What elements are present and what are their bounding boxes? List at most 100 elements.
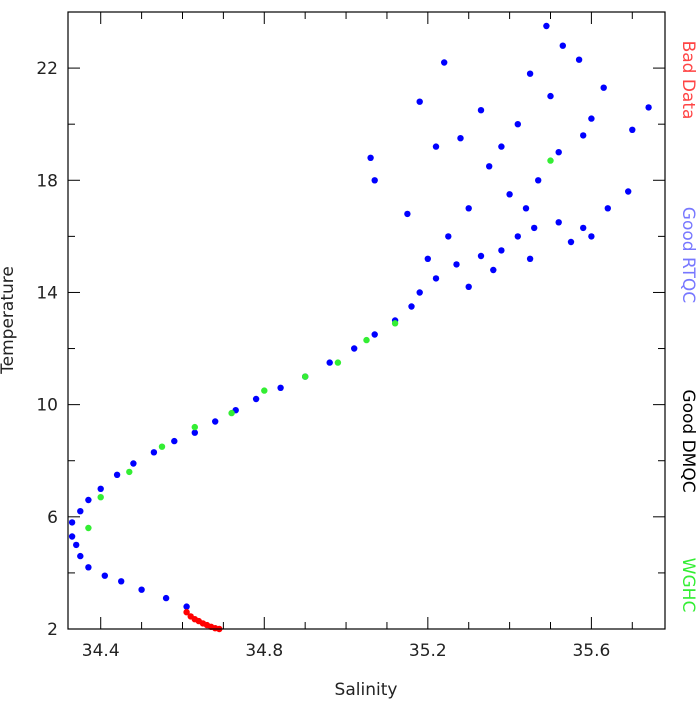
data-point-good-rtqc [588, 233, 595, 240]
data-points [68, 22, 652, 633]
plot-area [68, 12, 665, 629]
data-point-wghc [334, 359, 342, 366]
data-point-good-rtqc [367, 154, 374, 161]
data-point-good-rtqc [171, 437, 178, 445]
data-point-wghc [191, 423, 198, 431]
data-point-good-rtqc [555, 219, 562, 226]
data-point-wghc [302, 373, 309, 380]
data-point-good-rtqc [526, 255, 534, 262]
data-point-good-rtqc [441, 59, 448, 66]
y-tick-label: 22 [36, 59, 58, 79]
y-tick-label: 2 [47, 620, 58, 640]
data-point-good-rtqc [191, 429, 198, 436]
y-tick-label: 18 [36, 171, 58, 191]
data-point-good-rtqc [531, 224, 538, 232]
data-point-good-rtqc [506, 191, 513, 198]
y-tick-label: 14 [36, 283, 58, 303]
data-point-good-rtqc [465, 283, 472, 290]
data-point-good-rtqc [416, 289, 423, 296]
data-point-good-rtqc [101, 572, 109, 579]
data-point-good-rtqc [457, 135, 464, 142]
plot-frame [67, 11, 666, 630]
tick-labels: 34.4 34.8 35.2 35.6 2 6 10 14 18 22 [36, 59, 610, 661]
x-axis-label: Salinity [335, 680, 398, 700]
y-tick-label: 6 [47, 508, 58, 528]
data-point-good-rtqc [68, 519, 76, 526]
data-point-good-rtqc [277, 384, 284, 391]
data-point-good-rtqc [625, 188, 632, 195]
data-point-good-rtqc [85, 564, 92, 571]
x-tick-label: 35.6 [572, 641, 610, 661]
data-point-good-rtqc [498, 247, 505, 254]
data-point-good-rtqc [404, 210, 411, 218]
data-point-good-rtqc [486, 163, 493, 170]
y-tick-label: 10 [36, 396, 58, 416]
data-point-good-rtqc [567, 238, 575, 246]
data-point-good-rtqc [580, 132, 587, 139]
data-point-good-rtqc [408, 303, 415, 310]
data-point-good-rtqc [113, 471, 121, 478]
data-point-good-rtqc [547, 92, 554, 100]
data-point-good-rtqc [645, 104, 652, 111]
data-point-good-rtqc [588, 115, 595, 122]
legend-item: Bad Data [678, 41, 698, 120]
legend-item: Good DMQC [678, 389, 698, 492]
data-point-good-rtqc [575, 56, 583, 63]
data-point-good-rtqc [183, 603, 190, 610]
legend: Bad Data Good RTQC Good DMQC WGHC [678, 41, 698, 613]
data-point-good-rtqc [212, 418, 219, 425]
data-point-wghc [261, 387, 268, 394]
data-point-good-rtqc [371, 177, 378, 184]
data-point-good-rtqc [543, 22, 550, 30]
data-point-good-rtqc [629, 126, 636, 133]
data-point-good-rtqc [77, 508, 84, 515]
data-point-good-rtqc [514, 233, 521, 240]
data-point-good-rtqc [555, 149, 562, 156]
data-point-bad-data [183, 609, 190, 616]
data-point-good-rtqc [424, 255, 431, 262]
legend-item: WGHC [678, 558, 698, 613]
data-point-good-rtqc [477, 107, 485, 114]
x-tick-label: 34.8 [245, 641, 283, 661]
data-point-good-rtqc [432, 275, 440, 282]
data-point-wghc [363, 336, 370, 344]
data-point-wghc [85, 524, 92, 532]
data-point-good-rtqc [138, 586, 145, 593]
data-point-good-rtqc [130, 460, 137, 467]
data-point-good-rtqc [600, 84, 607, 91]
data-point-good-rtqc [162, 594, 170, 602]
data-point-good-rtqc [490, 266, 497, 274]
data-point-wghc [547, 157, 554, 164]
data-point-good-rtqc [445, 233, 452, 240]
data-point-good-rtqc [514, 121, 521, 128]
data-point-wghc [97, 494, 104, 501]
data-point-good-rtqc [150, 449, 158, 456]
data-point-wghc [158, 443, 166, 450]
data-point-good-rtqc [453, 261, 460, 268]
data-point-good-rtqc [465, 205, 472, 212]
data-point-good-rtqc [77, 552, 84, 560]
data-point-wghc [228, 409, 235, 417]
data-point-good-rtqc [351, 345, 358, 352]
data-point-good-rtqc [416, 98, 423, 105]
data-point-good-rtqc [85, 496, 92, 504]
x-tick-label: 35.2 [409, 641, 447, 661]
data-point-good-rtqc [522, 205, 530, 212]
data-point-good-rtqc [535, 177, 542, 184]
data-point-good-rtqc [73, 541, 80, 549]
data-point-good-rtqc [326, 359, 333, 366]
legend-item: Good RTQC [678, 207, 698, 303]
data-point-good-rtqc [371, 331, 378, 338]
data-point-good-rtqc [604, 205, 611, 212]
x-tick-label: 34.4 [82, 641, 120, 661]
data-point-good-rtqc [526, 70, 534, 77]
data-point-good-rtqc [68, 533, 76, 540]
data-point-wghc [391, 320, 399, 327]
data-point-good-rtqc [477, 252, 485, 260]
data-point-good-rtqc [118, 578, 125, 585]
data-point-good-rtqc [432, 143, 440, 150]
axis-ticks [68, 11, 665, 630]
data-point-good-rtqc [559, 42, 566, 49]
